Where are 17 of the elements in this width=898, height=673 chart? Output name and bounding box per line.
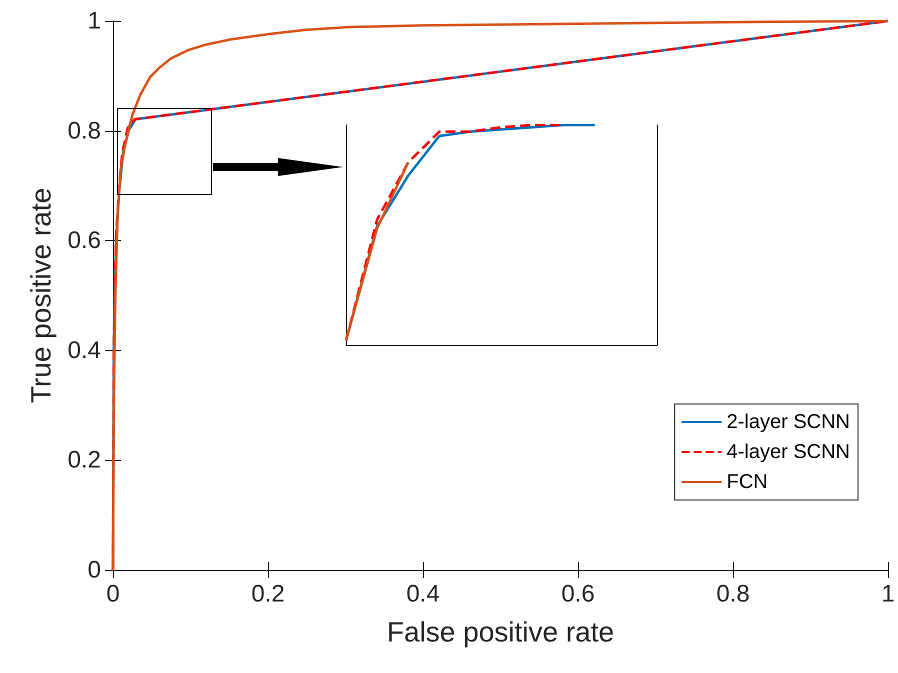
- y-tick-label: 0.2: [68, 446, 101, 474]
- legend-label: 2-layer SCNN: [726, 411, 850, 433]
- y-tick-label: 0: [88, 556, 101, 584]
- y-tick-label: 0.4: [68, 336, 101, 364]
- x-tick-label: 0.2: [251, 580, 285, 608]
- x-axis-title: False positive rate: [386, 616, 614, 648]
- legend-label: 4-layer SCNN: [726, 441, 850, 463]
- y-tick-label: 1: [88, 8, 101, 34]
- y-tick-label: 0.8: [68, 117, 101, 144]
- x-tick-label: 0.8: [716, 580, 750, 608]
- y-axis-title: True positive rate: [26, 188, 56, 404]
- x-tick-label: 0.6: [561, 580, 595, 608]
- x-tick-label: 1: [881, 580, 895, 608]
- legend-label: FCN: [726, 471, 768, 493]
- x-tick-label: 0.4: [406, 580, 440, 608]
- x-tick-label: 0: [106, 580, 120, 608]
- y-tick-label: 0.6: [68, 227, 101, 254]
